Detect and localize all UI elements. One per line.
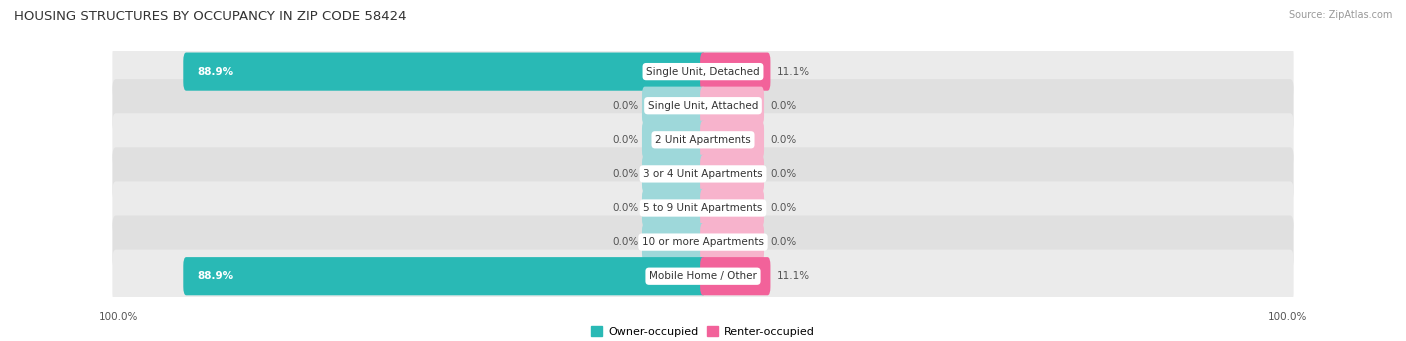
Text: Mobile Home / Other: Mobile Home / Other — [650, 271, 756, 281]
FancyBboxPatch shape — [643, 155, 706, 193]
FancyBboxPatch shape — [112, 45, 1294, 98]
Legend: Owner-occupied, Renter-occupied: Owner-occupied, Renter-occupied — [586, 322, 820, 341]
Text: 88.9%: 88.9% — [198, 66, 233, 77]
FancyBboxPatch shape — [643, 223, 706, 261]
Text: 3 or 4 Unit Apartments: 3 or 4 Unit Apartments — [643, 169, 763, 179]
FancyBboxPatch shape — [112, 181, 1294, 235]
Text: 11.1%: 11.1% — [778, 66, 810, 77]
FancyBboxPatch shape — [700, 87, 763, 125]
FancyBboxPatch shape — [700, 189, 763, 227]
Text: 2 Unit Apartments: 2 Unit Apartments — [655, 135, 751, 145]
Text: 0.0%: 0.0% — [770, 237, 797, 247]
Text: 0.0%: 0.0% — [770, 203, 797, 213]
Text: 0.0%: 0.0% — [770, 135, 797, 145]
Text: 100.0%: 100.0% — [98, 312, 138, 322]
FancyBboxPatch shape — [112, 250, 1294, 303]
Text: Single Unit, Attached: Single Unit, Attached — [648, 101, 758, 111]
Text: 0.0%: 0.0% — [613, 135, 640, 145]
Text: 11.1%: 11.1% — [778, 271, 810, 281]
Text: HOUSING STRUCTURES BY OCCUPANCY IN ZIP CODE 58424: HOUSING STRUCTURES BY OCCUPANCY IN ZIP C… — [14, 10, 406, 23]
FancyBboxPatch shape — [643, 121, 706, 159]
Text: 5 to 9 Unit Apartments: 5 to 9 Unit Apartments — [644, 203, 762, 213]
Text: 0.0%: 0.0% — [613, 169, 640, 179]
FancyBboxPatch shape — [112, 216, 1294, 269]
FancyBboxPatch shape — [700, 223, 763, 261]
FancyBboxPatch shape — [700, 121, 763, 159]
Text: 100.0%: 100.0% — [1268, 312, 1308, 322]
FancyBboxPatch shape — [112, 113, 1294, 166]
FancyBboxPatch shape — [700, 53, 770, 91]
Text: 0.0%: 0.0% — [770, 101, 797, 111]
FancyBboxPatch shape — [700, 155, 763, 193]
Text: 0.0%: 0.0% — [770, 169, 797, 179]
Text: Source: ZipAtlas.com: Source: ZipAtlas.com — [1288, 10, 1392, 20]
FancyBboxPatch shape — [183, 257, 706, 295]
Text: 0.0%: 0.0% — [613, 237, 640, 247]
FancyBboxPatch shape — [112, 79, 1294, 132]
Text: 10 or more Apartments: 10 or more Apartments — [643, 237, 763, 247]
Text: 0.0%: 0.0% — [613, 101, 640, 111]
FancyBboxPatch shape — [643, 189, 706, 227]
Text: Single Unit, Detached: Single Unit, Detached — [647, 66, 759, 77]
FancyBboxPatch shape — [112, 147, 1294, 201]
FancyBboxPatch shape — [183, 53, 706, 91]
FancyBboxPatch shape — [643, 87, 706, 125]
Text: 88.9%: 88.9% — [198, 271, 233, 281]
FancyBboxPatch shape — [700, 257, 770, 295]
Text: 0.0%: 0.0% — [613, 203, 640, 213]
